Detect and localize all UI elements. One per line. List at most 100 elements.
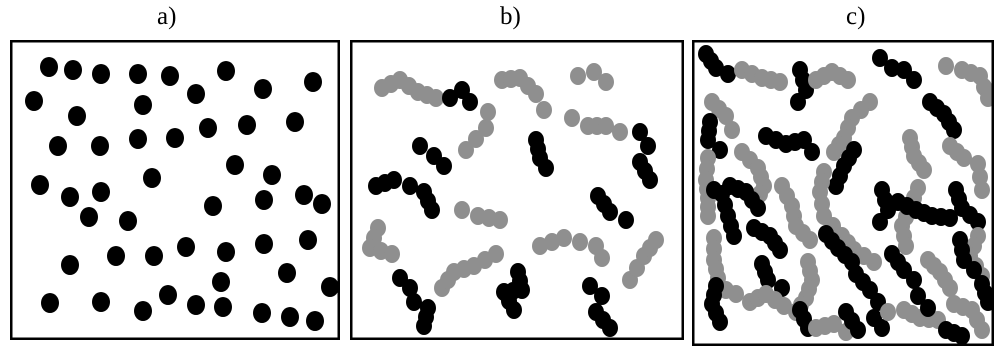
conductive-particle (970, 213, 986, 231)
insulating-particle (480, 103, 496, 121)
dispersed-particle (61, 187, 79, 207)
dispersed-particle (199, 118, 217, 138)
insulating-particle (458, 141, 474, 159)
insulating-particle (598, 117, 614, 135)
conductive-particle (640, 137, 656, 155)
dispersed-particle (129, 64, 147, 84)
conductive-particle (712, 141, 728, 159)
panel-frame (10, 40, 340, 340)
conductive-particle (602, 203, 618, 221)
dispersed-particle (214, 297, 232, 317)
insulating-particle (556, 229, 572, 247)
conductive-particle (602, 319, 618, 337)
insulating-particle (826, 315, 842, 333)
insulating-particle (594, 249, 610, 267)
conductive-particle (760, 271, 776, 289)
panel-a-dispersed-particles (10, 40, 340, 340)
dispersed-particle (306, 311, 324, 331)
insulating-particle (598, 73, 614, 91)
insulating-particle (570, 67, 586, 85)
dispersed-particle (64, 60, 82, 80)
conductive-particle (980, 293, 994, 311)
conductive-particle (790, 93, 806, 111)
dispersed-particle (226, 155, 244, 175)
conductive-particle (708, 59, 724, 77)
dispersed-particle (255, 190, 273, 210)
conductive-particle (720, 65, 736, 83)
dispersed-particle (278, 263, 296, 283)
dispersed-particle (238, 115, 256, 135)
insulating-particle (826, 143, 842, 161)
insulating-particle (840, 71, 856, 89)
insulating-particle (772, 73, 788, 91)
insulating-particle (700, 207, 716, 225)
insulating-particle (974, 181, 990, 199)
insulating-particle (488, 245, 504, 263)
conductive-particle (872, 213, 888, 231)
dispersed-particle (143, 168, 161, 188)
dispersed-particle (166, 128, 184, 148)
dispersed-particle (145, 246, 163, 266)
conductive-particle (884, 59, 900, 77)
insulating-particle (536, 101, 552, 119)
conductive-particle (772, 241, 788, 259)
insulating-particle (724, 121, 740, 139)
conductive-particle (910, 287, 926, 305)
panel-c-percolated-network (692, 40, 994, 346)
insulating-particle (866, 253, 882, 271)
dispersed-particle (129, 129, 147, 149)
insulating-particle (564, 109, 580, 127)
insulating-particle (586, 63, 602, 81)
conductive-particle (706, 181, 722, 199)
insulating-particle (802, 231, 818, 249)
insulating-particle (572, 233, 588, 251)
conductive-particle (700, 131, 716, 149)
conductive-particle (424, 201, 440, 219)
conductive-particle (750, 199, 766, 217)
insulating-particle (478, 119, 494, 137)
insulating-particle (492, 211, 508, 229)
dispersed-particle (217, 242, 235, 262)
dispersed-particle (41, 293, 59, 313)
panel-c-label: c) (846, 3, 866, 30)
insulating-particle (880, 303, 896, 321)
dispersed-particle (217, 61, 235, 81)
conductive-particle (966, 261, 982, 279)
conductive-particle (632, 123, 648, 141)
dispersed-particle (40, 57, 58, 77)
insulating-particle (718, 107, 734, 125)
panel-frame (350, 40, 684, 340)
insulating-particle (648, 231, 664, 249)
insulating-particle (544, 233, 560, 251)
conductive-particle (582, 277, 598, 295)
dispersed-particle (286, 112, 304, 132)
dispersed-particle (91, 136, 109, 156)
dispersed-particle (61, 255, 79, 275)
conductive-particle (906, 71, 922, 89)
conductive-particle (726, 227, 742, 245)
conductive-particle (416, 317, 432, 335)
insulating-particle (776, 297, 792, 315)
panel-b-particle-clusters (350, 40, 684, 340)
conductive-particle (506, 301, 522, 319)
conductive-particle (828, 177, 844, 195)
insulating-particle (384, 245, 400, 263)
conductive-particle (412, 137, 428, 155)
panel-b-label: b) (500, 3, 521, 30)
dispersed-particle (80, 207, 98, 227)
dispersed-particle (187, 295, 205, 315)
conductive-particle (442, 89, 458, 107)
conductive-particle (402, 279, 418, 297)
conductive-particle (942, 209, 958, 227)
dispersed-particle (281, 307, 299, 327)
dispersed-particle (107, 246, 125, 266)
conductive-particle (954, 327, 970, 345)
conductive-particle (850, 321, 866, 339)
conductive-particle (402, 177, 418, 195)
conductive-particle (906, 271, 922, 289)
conductive-particle (436, 157, 452, 175)
insulating-particle (728, 285, 744, 303)
insulating-particle (974, 321, 990, 339)
dispersed-particle (255, 234, 273, 254)
dispersed-particle (212, 272, 230, 292)
